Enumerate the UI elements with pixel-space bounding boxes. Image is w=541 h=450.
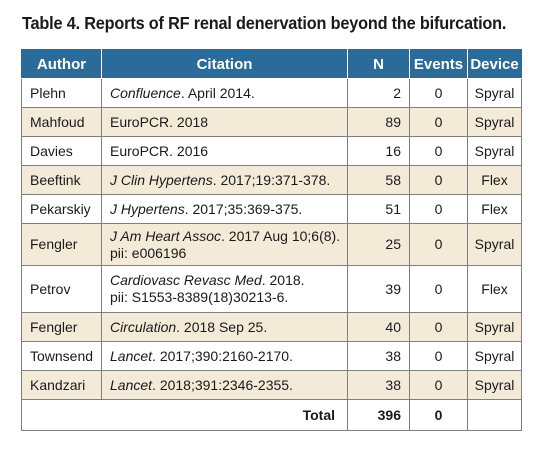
table-row: Davies EuroPCR. 2016 16 0 Spyral (21, 136, 522, 166)
events-cell: 0 (409, 312, 468, 342)
citation-details: . 2017;35:369-375. (184, 200, 303, 217)
device-cell: Spyral (467, 136, 522, 166)
citation-details: . 2017 Aug 10;6(8). (221, 227, 341, 244)
table-row: Petrov Cardiovasc Revasc Med. 2018. pii: … (21, 265, 522, 313)
author-cell: Petrov (21, 265, 102, 313)
citation-cell: J Hypertens. 2017;35:369-375. (101, 194, 348, 224)
device-cell: Flex (467, 165, 522, 195)
citation-cell: Cardiovasc Revasc Med. 2018. pii: S1553-8… (101, 265, 348, 313)
device-cell: Spyral (467, 370, 522, 400)
table-row: Plehn Confluence. April 2014. 2 0 Spyral (21, 78, 522, 108)
n-cell: 38 (347, 370, 410, 400)
author-cell: Townsend (21, 341, 102, 371)
citation-details: . 2018 Sep 25. (176, 318, 268, 335)
journal-name: Lancet (110, 347, 153, 364)
total-events: 0 (409, 399, 468, 431)
events-cell: 0 (409, 78, 468, 108)
journal-name: Circulation (110, 318, 177, 335)
citation-cell: J Am Heart Assoc. 2017 Aug 10;6(8). pii: … (101, 223, 348, 266)
citation-details: EuroPCR. 2016 (110, 142, 209, 159)
citation-details: . 2017;390:2160-2170. (152, 347, 293, 364)
n-cell: 2 (347, 78, 410, 108)
citation-cell: Confluence. April 2014. (101, 78, 348, 108)
author-cell: Kandzari (21, 370, 102, 400)
events-cell: 0 (409, 165, 468, 195)
author-cell: Beeftink (21, 165, 102, 195)
n-cell: 25 (347, 223, 410, 266)
events-cell: 0 (409, 107, 468, 137)
device-cell: Spyral (467, 78, 522, 108)
column-header-device: Device (467, 49, 522, 79)
journal-name: J Clin Hypertens (110, 171, 213, 188)
table-row: Pekarskiy J Hypertens. 2017;35:369-375. … (21, 194, 522, 224)
device-cell: Flex (467, 265, 522, 313)
journal-name: J Hypertens (110, 200, 185, 217)
citation-details: . 2018;391:2346-2355. (152, 376, 293, 393)
citation-cell: EuroPCR. 2016 (101, 136, 348, 166)
events-cell: 0 (409, 370, 468, 400)
n-cell: 40 (347, 312, 410, 342)
total-device-empty (467, 399, 522, 431)
events-cell: 0 (409, 265, 468, 313)
total-row: Total 396 0 (21, 399, 522, 431)
device-cell: Spyral (467, 312, 522, 342)
n-cell: 51 (347, 194, 410, 224)
n-cell: 16 (347, 136, 410, 166)
author-cell: Fengler (21, 223, 102, 266)
events-cell: 0 (409, 194, 468, 224)
journal-name: Confluence (110, 84, 181, 101)
table-header: Author Citation N Events Device (21, 49, 522, 79)
table-row: Mahfoud EuroPCR. 2018 89 0 Spyral (21, 107, 522, 137)
citation-cell: EuroPCR. 2018 (101, 107, 348, 137)
device-cell: Spyral (467, 223, 522, 266)
table-body: Plehn Confluence. April 2014. 2 0 Spyral… (21, 78, 522, 431)
device-cell: Flex (467, 194, 522, 224)
table-row: Fengler Circulation. 2018 Sep 25. 40 0 S… (21, 312, 522, 342)
table-row: Townsend Lancet. 2017;390:2160-2170. 38 … (21, 341, 522, 371)
citation-cell: J Clin Hypertens. 2017;19:371-378. (101, 165, 348, 195)
column-header-citation: Citation (101, 49, 348, 79)
author-cell: Fengler (21, 312, 102, 342)
citation-cell: Circulation. 2018 Sep 25. (101, 312, 348, 342)
author-cell: Mahfoud (21, 107, 102, 137)
header-row: Author Citation N Events Device (21, 49, 522, 79)
citation-pii: pii: S1553-8389(18)30213-6. (110, 289, 289, 305)
citation-details: EuroPCR. 2018 (110, 113, 209, 130)
journal-name: Cardiovasc Revasc Med (110, 272, 262, 288)
n-cell: 39 (347, 265, 410, 313)
column-header-author: Author (21, 49, 102, 79)
table-row: Beeftink J Clin Hypertens. 2017;19:371-3… (21, 165, 522, 195)
table-row: Kandzari Lancet. 2018;391:2346-2355. 38 … (21, 370, 522, 400)
events-cell: 0 (409, 341, 468, 371)
device-cell: Spyral (467, 107, 522, 137)
author-cell: Davies (21, 136, 102, 166)
author-cell: Pekarskiy (21, 194, 102, 224)
events-cell: 0 (409, 136, 468, 166)
total-label: Total (21, 399, 348, 431)
table-row: Fengler J Am Heart Assoc. 2017 Aug 10;6(… (21, 223, 522, 266)
table-title: Table 4. Reports of RF renal denervation… (22, 13, 507, 33)
citation-details: . 2018. (261, 272, 305, 288)
column-header-events: Events (409, 49, 468, 79)
reports-table: Author Citation N Events Device Plehn Co… (21, 49, 522, 431)
n-cell: 58 (347, 165, 410, 195)
n-cell: 89 (347, 107, 410, 137)
author-cell: Plehn (21, 78, 102, 108)
total-n: 396 (347, 399, 410, 431)
citation-cell: Lancet. 2017;390:2160-2170. (101, 341, 348, 371)
journal-name: J Am Heart Assoc (110, 227, 221, 244)
column-header-n: N (347, 49, 410, 79)
citation-details: . 2017;19:371-378. (212, 171, 331, 188)
citation-details: . April 2014. (180, 84, 255, 101)
n-cell: 38 (347, 341, 410, 371)
citation-cell: Lancet. 2018;391:2346-2355. (101, 370, 348, 400)
journal-name: Lancet (110, 376, 153, 393)
citation-pii: pii: e006196 (110, 244, 187, 261)
device-cell: Spyral (467, 341, 522, 371)
events-cell: 0 (409, 223, 468, 266)
